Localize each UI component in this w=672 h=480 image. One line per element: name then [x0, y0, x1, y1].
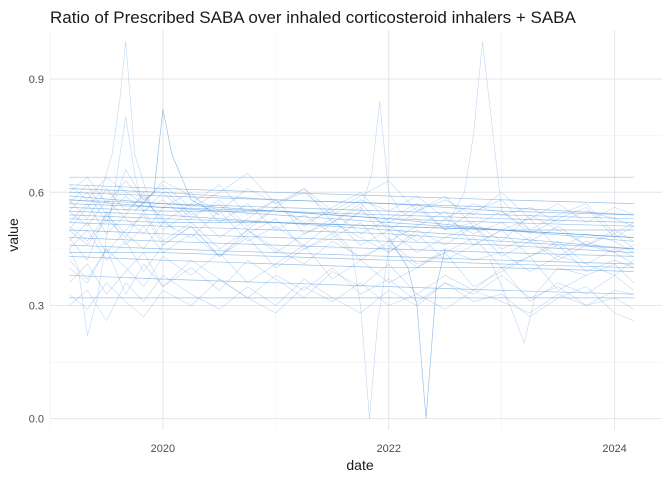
y-tick-labels: 0.0 0.3 0.6 0.9 — [29, 74, 44, 426]
series-line-26 — [68, 192, 634, 253]
x-tick-label: 2020 — [151, 443, 175, 455]
series-line-20 — [69, 199, 634, 220]
series-line-41 — [332, 229, 418, 419]
series-line-39 — [68, 41, 175, 231]
series-line-4 — [69, 222, 634, 250]
series-line-18 — [69, 218, 634, 231]
series-line-11 — [69, 256, 634, 272]
series-line-27 — [68, 225, 634, 272]
series-line-34 — [68, 214, 634, 265]
series-line-37 — [69, 210, 634, 257]
series-line-12 — [69, 274, 634, 295]
series-line-2 — [69, 210, 634, 250]
series-line-14 — [69, 195, 634, 238]
series-line-22 — [68, 210, 634, 276]
x-tick-labels: 2020 2022 2024 — [151, 443, 627, 455]
series-line-7 — [69, 203, 634, 227]
series-line-24 — [69, 176, 634, 227]
y-axis-title: value — [5, 218, 21, 252]
x-tick-label: 2022 — [377, 443, 401, 455]
series-line-42 — [343, 101, 423, 223]
series-line-9 — [69, 184, 634, 204]
series-line-36 — [68, 184, 634, 238]
x-axis-title: date — [346, 457, 373, 473]
series-line-38 — [68, 116, 192, 336]
series-line-44 — [444, 41, 531, 231]
series-lines — [68, 41, 635, 420]
y-tick-label: 0.3 — [29, 300, 44, 312]
series-line-28 — [68, 184, 634, 235]
series-line-40 — [134, 108, 220, 216]
series-line-31 — [69, 173, 634, 223]
series-line-1 — [69, 199, 634, 242]
series-line-45 — [490, 260, 587, 344]
series-line-35 — [69, 278, 634, 318]
series-line-6 — [69, 229, 634, 253]
series-line-19 — [69, 252, 634, 269]
series-line-25 — [69, 275, 634, 321]
series-line-21 — [68, 169, 634, 250]
series-line-3 — [69, 191, 634, 216]
y-tick-label: 0.6 — [29, 187, 44, 199]
y-tick-label: 0.0 — [29, 414, 44, 426]
series-line-30 — [69, 210, 634, 265]
series-line-8 — [69, 244, 634, 265]
series-line-29 — [68, 252, 634, 302]
series-line-32 — [68, 244, 635, 291]
y-tick-label: 0.9 — [29, 74, 44, 86]
series-line-16 — [69, 237, 634, 257]
x-tick-label: 2024 — [602, 443, 626, 455]
series-line-33 — [69, 192, 634, 246]
series-line-23 — [69, 248, 634, 306]
chart-title: Ratio of Prescribed SABA over inhaled co… — [50, 8, 577, 27]
series-line-43 — [388, 237, 446, 420]
series-line-15 — [69, 207, 634, 223]
series-line-17 — [69, 188, 634, 216]
